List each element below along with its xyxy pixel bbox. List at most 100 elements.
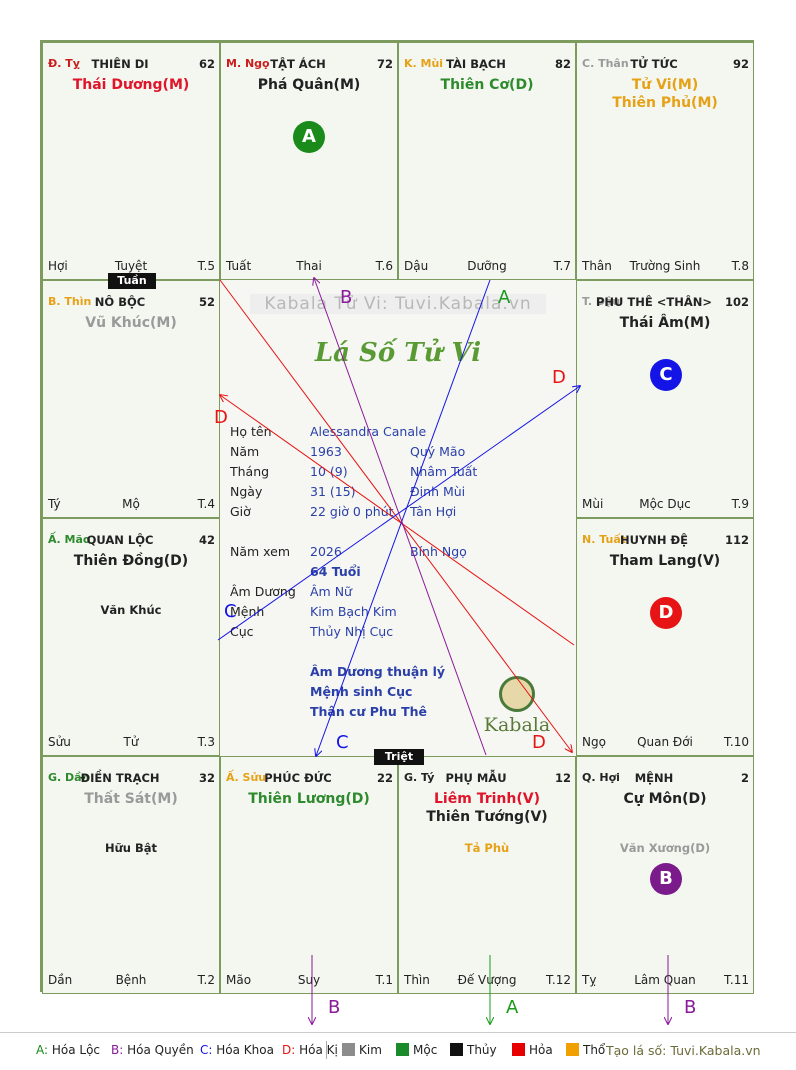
cell-footer-stage: Mộ [122,497,140,511]
info-key: Mệnh [230,604,265,619]
cell-footer-stage: Tuyệt [114,259,148,273]
palace-cell[interactable]: N. Tuất HUYNH ĐỆ 112 Tham Lang(V) D Ngọ Quan Đ… [576,518,754,756]
arrow-label: B [340,287,353,308]
transform-badge: C [650,359,682,391]
legend-text: Hóa Kị [295,1043,338,1057]
logo-text: Kabala [483,714,551,736]
branch-label: M. Ngọ [226,57,270,70]
branch-label: N. Tuất [582,533,627,546]
palace-name: QUAN LỘC [86,533,154,547]
palace-cell[interactable]: K. Mùi TÀI BẠCH 82 Thiên Cơ(D) Dậu Dưỡng T.7 [398,42,576,280]
transform-badge: D [650,597,682,629]
legend-element: Hỏa [512,1043,553,1057]
palace-name: PHỤ MẪU [445,771,507,785]
cell-footer-stage: Trường Sinh [629,259,701,273]
branch-label: G. Tý [404,771,435,784]
palace-cell[interactable]: G. Tý PHỤ MẪU 12 Liêm Trinh(V) Thiên Tướng(V… [398,756,576,994]
branch-label: Ấ. Mão [48,533,91,546]
info-value: Thủy Nhị Cục [310,624,394,639]
info-key: Tháng [230,464,270,479]
info-value-2: Bính Ngọ [410,544,467,559]
minor-star: Tả Phù [464,841,510,855]
cell-footer-index: T.12 [546,973,571,987]
arrow-label: B [684,997,697,1018]
age-label: 22 [376,771,393,785]
legend-element: Kim [342,1043,382,1057]
major-star: Thiên Tướng(V) [426,809,548,825]
age-label: 102 [724,295,749,309]
cell-footer-left: Dần [48,973,73,987]
arrow-hoa-khoa-2 [316,279,491,756]
legend-transform: A: Hóa Lộc [36,1043,100,1057]
arrow-label: C [336,732,349,753]
info-key: Ngày [230,484,263,499]
cell-footer-stage: Bệnh [115,973,147,987]
info-value: 2026 [310,544,342,559]
element-swatch [512,1043,525,1056]
palace-name: TỬ TỨC [630,57,678,71]
legend-divider [326,1041,327,1059]
age-label: 82 [554,57,571,71]
cell-footer-index: T.10 [724,735,749,749]
branch-label: G. Dần [48,771,90,784]
legend-element: Thổ [566,1043,605,1057]
major-star: Vũ Khúc(M) [85,315,177,331]
age-label: 72 [376,57,393,71]
legend-text: Hóa Lộc [48,1043,101,1057]
legend-transform: C: Hóa Khoa [200,1043,274,1057]
arrow-hoa-ki-1 [219,279,572,752]
palace-cell[interactable]: G. Dần ĐIỀN TRẠCH 32 Thất Sát(M) Hữu Bật Dần B… [42,756,220,994]
cell-footer-left: Tuất [226,259,252,273]
palace-name: ĐIỀN TRẠCH [80,771,160,785]
branch-label: C. Thân [582,57,629,70]
arrow-label: D [532,732,546,753]
cell-footer-index: T.2 [197,973,215,987]
legend-text: Thủy [467,1043,497,1057]
cell-footer-index: T.5 [197,259,215,273]
palace-cell[interactable]: T. Dậu PHU THÊ <THÂN> 102 Thái Âm(M) C Mùi Mộc… [576,280,754,518]
age-label: 112 [724,533,749,547]
chart-board: Kabala Tử Vi: Tuvi.Kabala.vn Lá Số Tử Vi… [40,40,754,994]
arrow-label: D [214,407,228,428]
info-key: Họ tên [230,424,272,439]
branch-label: Q. Hợi [582,771,620,784]
major-star: Thiên Phủ(M) [612,95,718,111]
palace-cell[interactable]: Đ. Tỵ THIÊN DI 62 Thái Dương(M) Hợi Tuyệt T.5 [42,42,220,280]
info-value: Kim Bạch Kim [310,604,397,619]
major-star: Phá Quân(M) [257,77,361,93]
branch-label: B. Thìn [48,295,92,308]
legend-element: Mộc [396,1043,437,1057]
credit: Tạo lá số: Tuvi.Kabala.vn [606,1043,761,1058]
palace-cell[interactable]: C. Thân TỬ TỨC 92 Tử Vi(M) Thiên Phủ(M) Thân T… [576,42,754,280]
palace-cell[interactable]: Q. Hợi MỆNH 2 Cự Môn(D) Văn Xương(D) B Tỵ Lâm Q… [576,756,754,994]
legend-bar [0,1032,796,1033]
arrow-label: A [506,997,519,1018]
cell-footer-left: Thìn [404,973,430,987]
major-star: Tham Lang(V) [609,553,721,569]
arrow-label: B [328,997,341,1018]
major-star: Thiên Đồng(D) [73,553,189,569]
arrow-label: D [552,367,566,388]
palace-cell[interactable]: Ấ. Sửu PHÚC ĐỨC 22 Thiên Lương(D) Mão Suy T.1 [220,756,398,994]
info-value-2: Tân Hợi [410,504,457,519]
cell-footer-left: Tỵ [582,973,597,987]
info-value: 1963 [310,444,342,459]
major-star: Thái Âm(M) [619,315,711,331]
element-swatch [450,1043,463,1056]
palace-cell[interactable]: Ấ. Mão QUAN LỘC 42 Thiên Đồng(D) Văn Khúc Sửu… [42,518,220,756]
element-swatch [566,1043,579,1056]
legend-transform: B: Hóa Quyền [111,1043,194,1057]
age-label: 12 [554,771,571,785]
cell-footer-stage: Suy [297,973,321,987]
palace-name: PHÚC ĐỨC [264,771,332,785]
cell-footer-index: T.9 [731,497,749,511]
transform-badge: A [293,121,325,153]
palace-name: PHU THÊ <THÂN> [596,295,712,309]
legend-text: Mộc [413,1043,438,1057]
legend-text: Hỏa [529,1043,553,1057]
palace-name: TÀI BẠCH [446,57,506,71]
cell-footer-left: Tý [48,497,61,511]
element-swatch [396,1043,409,1056]
palace-cell[interactable]: M. Ngọ TẬT ÁCH 72 Phá Quân(M) A Tuất Thai T.6 [220,42,398,280]
